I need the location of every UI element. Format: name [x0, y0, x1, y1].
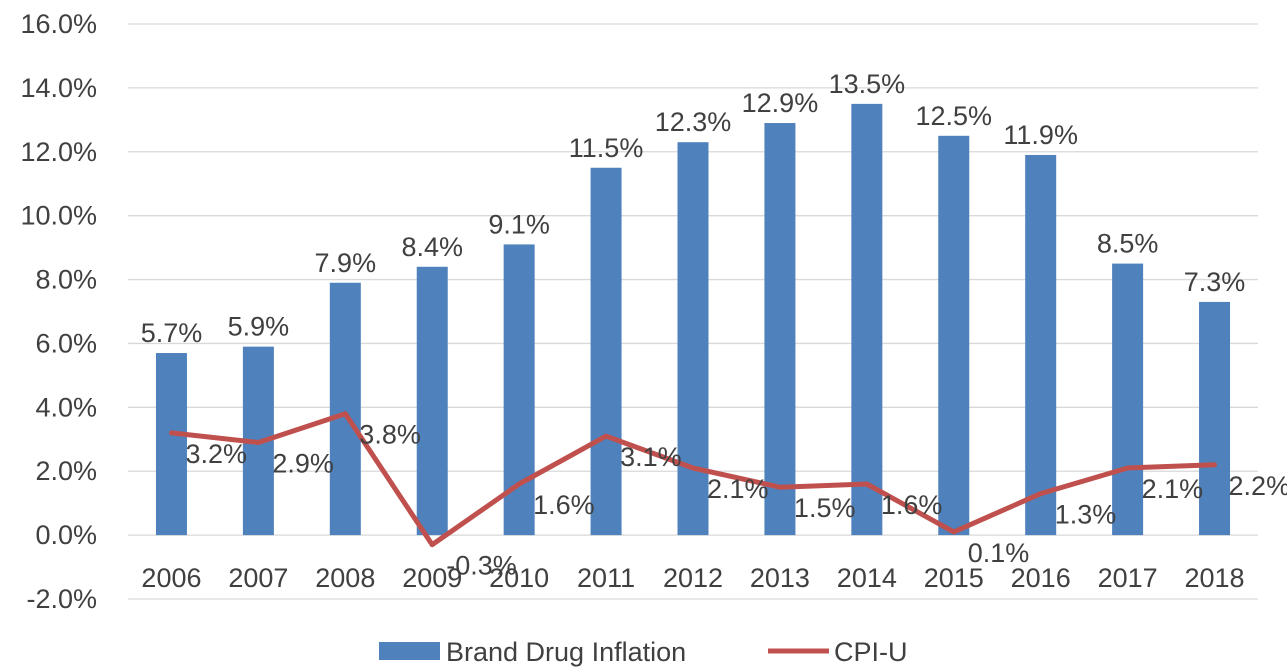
x-tick-label: 2011	[577, 563, 635, 593]
line-data-label: 0.1%	[968, 538, 1030, 568]
bar-data-labels: 5.7% 5.9% 7.9% 8.4% 9.1% 11.5% 12.3% 12.9% 13.5%…	[141, 69, 1246, 348]
x-tick-label: 2009	[402, 563, 462, 593]
bar-data-label: 8.5%	[1097, 229, 1159, 259]
cpi-u-point-2015	[952, 530, 956, 534]
legend-swatch-brand-drug-inflation	[379, 642, 440, 660]
y-tick-label: 8.0%	[35, 265, 97, 295]
x-tick-label: 2014	[837, 563, 897, 593]
cpi-u-point-2006	[169, 431, 173, 435]
y-tick-label: 10.0%	[20, 201, 97, 231]
x-tick-label: 2016	[1011, 563, 1071, 593]
line-series	[169, 411, 1217, 548]
cpi-u-point-2008	[343, 412, 347, 416]
bar-2011	[590, 167, 622, 536]
x-tick-label: 2015	[924, 563, 984, 593]
bar-2015	[938, 135, 970, 536]
y-axis: 16.0% 14.0% 12.0% 10.0% 8.0% 6.0% 4.0% 2.0% 0.0%…	[20, 9, 97, 614]
bar-2006	[155, 353, 187, 536]
bar-data-label: 7.9%	[315, 248, 377, 278]
bar-2012	[677, 142, 709, 536]
bar-data-label: 11.5%	[569, 133, 644, 163]
legend-label-brand-drug-inflation: Brand Drug Inflation	[446, 637, 686, 667]
cpi-u-point-2010	[517, 482, 521, 486]
line-data-label: 1.6%	[881, 490, 943, 520]
bar-series	[155, 103, 1231, 536]
bar-data-label: 9.1%	[488, 209, 550, 239]
legend-label-cpi-u: CPI-U	[834, 637, 908, 667]
bar-data-label: 12.5%	[915, 101, 992, 131]
y-tick-label: 2.0%	[35, 456, 97, 486]
y-tick-label: 12.0%	[20, 137, 97, 167]
x-tick-label: 2010	[489, 563, 549, 593]
line-data-label: 3.1%	[620, 442, 682, 472]
bar-data-label: 12.9%	[742, 88, 819, 118]
bar-data-label: 12.3%	[655, 107, 732, 137]
bar-data-label: 7.3%	[1184, 267, 1246, 297]
cpi-u-point-2009	[430, 543, 434, 547]
x-tick-label: 2012	[663, 563, 723, 593]
legend: Brand Drug Inflation CPI-U	[379, 637, 908, 667]
line-data-label: 2.9%	[272, 448, 334, 478]
cpi-u-point-2012	[691, 466, 695, 470]
bar-2008	[329, 282, 361, 536]
line-data-label: 1.3%	[1055, 500, 1117, 530]
bar-data-label: 8.4%	[401, 232, 463, 262]
y-tick-label: 0.0%	[35, 520, 97, 550]
line-data-label: 1.6%	[533, 490, 595, 520]
cpi-u-point-2017	[1126, 466, 1130, 470]
line-data-label: -0.3%	[446, 551, 517, 581]
line-data-label: 3.2%	[185, 439, 247, 469]
bar-2014	[851, 103, 883, 536]
line-data-label: 2.1%	[707, 474, 769, 504]
x-tick-label: 2006	[141, 563, 201, 593]
bar-data-label: 5.9%	[228, 312, 290, 342]
bar-data-label: 13.5%	[829, 69, 906, 99]
bar-2009	[416, 266, 448, 536]
x-tick-label: 2013	[750, 563, 810, 593]
line-data-label: 2.2%	[1229, 471, 1287, 501]
bar-2017	[1112, 263, 1144, 536]
bar-2013	[764, 123, 796, 536]
y-tick-label: 4.0%	[35, 392, 97, 422]
x-tick-label: 2018	[1184, 563, 1244, 593]
line-data-label: 3.8%	[359, 420, 421, 450]
y-tick-label: 14.0%	[20, 73, 97, 103]
cpi-u-point-2018	[1213, 463, 1217, 467]
x-tick-label: 2017	[1098, 563, 1158, 593]
line-data-label: 2.1%	[1142, 474, 1204, 504]
cpi-u-point-2011	[604, 434, 608, 438]
cpi-u-point-2007	[256, 440, 260, 444]
x-axis: 2006 2007 2008 2009 2010 2011 2012 2013 2014 2015…	[141, 563, 1244, 593]
line-data-label: 1.5%	[794, 493, 856, 523]
cpi-u-point-2014	[865, 482, 869, 486]
cpi-u-point-2016	[1039, 492, 1043, 496]
bar-2016	[1025, 154, 1057, 536]
cpi-u-point-2013	[778, 485, 782, 489]
y-tick-label: 6.0%	[35, 328, 97, 358]
y-tick-label: 16.0%	[20, 9, 97, 39]
bar-data-label: 11.9%	[1003, 120, 1078, 150]
line-data-labels: 3.2% 2.9% 3.8% -0.3% 1.6% 3.1% 2.1% 1.5% 1.6% 0.1…	[185, 420, 1287, 581]
x-tick-label: 2008	[315, 563, 375, 593]
bar-data-label: 5.7%	[141, 318, 203, 348]
y-tick-label: -2.0%	[26, 584, 97, 614]
bar-2018	[1199, 301, 1231, 536]
x-tick-label: 2007	[228, 563, 288, 593]
